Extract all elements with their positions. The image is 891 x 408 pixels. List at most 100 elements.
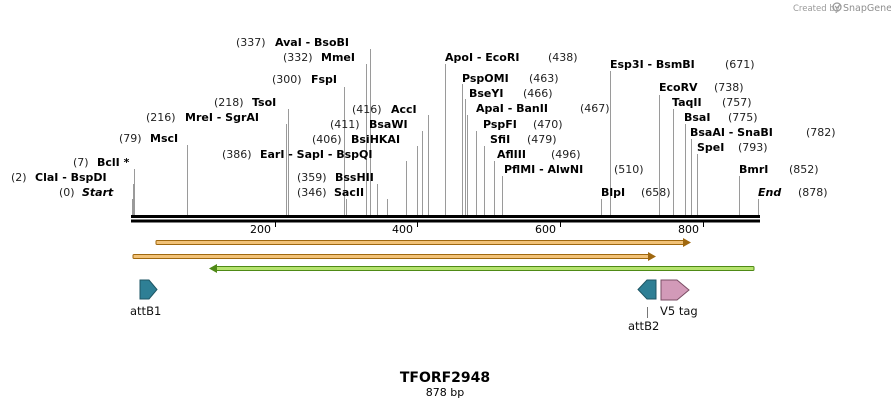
feature-attb1[interactable]: attB1 — [130, 279, 161, 318]
svg-text:MmeI: MmeI — [321, 51, 355, 64]
v5-tag-label: V5 tag — [660, 304, 698, 318]
svg-text:BseYI: BseYI — [469, 87, 503, 100]
svg-text:PflMI - AlwNI: PflMI - AlwNI — [504, 163, 583, 176]
orf-2-body — [132, 254, 650, 259]
svg-text:(438): (438) — [548, 51, 578, 64]
site-label-pspfi[interactable]: PspFI (470) — [483, 118, 563, 131]
feature-v5-tag[interactable]: V5 tag — [660, 279, 698, 318]
svg-text:Start: Start — [82, 186, 114, 199]
site-label-start[interactable]: (0) Start — [59, 186, 114, 199]
v5-tag-arrow-icon — [660, 279, 690, 301]
site-label-bsai[interactable]: BsaI (775) — [684, 111, 758, 124]
orf-arrow-3[interactable] — [209, 264, 755, 273]
svg-text:(0): (0) — [59, 186, 75, 199]
site-label-avai[interactable]: (337) AvaI - BsoBI — [236, 36, 349, 49]
site-label-fspi[interactable]: (300) FspI — [272, 73, 337, 86]
svg-text:(852): (852) — [789, 163, 819, 176]
site-label-sfii[interactable]: SfiI (479) — [490, 133, 557, 146]
tick-label-200: 200 — [250, 223, 271, 236]
svg-text:(466): (466) — [523, 87, 553, 100]
site-label-spei[interactable]: SpeI (793) — [697, 141, 768, 154]
map-title-block: TFORF2948 878 bp — [400, 370, 490, 399]
svg-text:(218): (218) — [214, 96, 244, 109]
svg-text:(479): (479) — [527, 133, 557, 146]
tick-label-600: 600 — [535, 223, 556, 236]
sequence-length: 878 bp — [426, 386, 464, 399]
tick-label-400: 400 — [392, 223, 413, 236]
snapgene-logo-icon — [832, 2, 842, 12]
svg-text:(359): (359) — [297, 171, 327, 184]
svg-text:EcoRV: EcoRV — [659, 81, 698, 94]
orf-3-body — [215, 266, 755, 271]
site-label-clai[interactable]: (2) ClaI - BspDI — [11, 171, 107, 184]
svg-text:End: End — [758, 186, 781, 199]
site-label-bseyi[interactable]: BseYI (466) — [469, 87, 553, 100]
orf-1-body — [155, 240, 685, 245]
svg-text:BsaWI: BsaWI — [369, 118, 408, 131]
credit-prefix: Created by — [793, 4, 840, 14]
site-label-tsoi[interactable]: (218) TsoI — [214, 96, 276, 109]
site-label-msci[interactable]: (79) MscI — [119, 132, 178, 145]
svg-text:(878): (878) — [798, 186, 828, 199]
svg-text:(79): (79) — [119, 132, 142, 145]
svg-text:BclI *: BclI * — [97, 156, 130, 169]
svg-text:BsiHKAI: BsiHKAI — [351, 133, 400, 146]
site-label-mmei[interactable]: (332) MmeI — [283, 51, 355, 64]
site-label-pspomi[interactable]: PspOMI (463) — [462, 72, 559, 85]
site-label-ecorv[interactable]: EcoRV (738) — [659, 81, 744, 94]
site-label-end[interactable]: End (878) — [758, 186, 828, 199]
svg-text:BssHII: BssHII — [335, 171, 374, 184]
site-label-pflmi[interactable]: PflMI - AlwNI (510) — [504, 163, 644, 176]
restriction-site-labels: (0) Start (2) ClaI - BspDI (7) BclI * (7… — [11, 36, 836, 199]
svg-text:AvaI - BsoBI: AvaI - BsoBI — [275, 36, 349, 49]
site-label-bsaai[interactable]: BsaAI - SnaBI (782) — [690, 126, 836, 139]
site-label-bcli[interactable]: (7) BclI * — [73, 156, 130, 169]
site-label-blpi[interactable]: BlpI (658) — [601, 186, 671, 199]
dna-backbone: 200 400 600 800 — [131, 215, 760, 236]
site-label-apoi[interactable]: ApoI - EcoRI (438) — [445, 51, 578, 64]
site-label-bsshii[interactable]: (359) BssHII — [297, 171, 374, 184]
svg-text:MreI - SgrAI: MreI - SgrAI — [185, 111, 259, 124]
site-label-sacii[interactable]: (346) SacII — [297, 186, 364, 199]
svg-text:(7): (7) — [73, 156, 89, 169]
svg-text:(658): (658) — [641, 186, 671, 199]
svg-text:(463): (463) — [529, 72, 559, 85]
site-label-taqii[interactable]: TaqII (757) — [672, 96, 752, 109]
site-label-mrei[interactable]: (216) MreI - SgrAI — [146, 111, 259, 124]
orf-arrow-1[interactable] — [155, 238, 691, 247]
svg-text:BlpI: BlpI — [601, 186, 625, 199]
svg-text:(411): (411) — [330, 118, 360, 131]
svg-text:ApoI - EcoRI: ApoI - EcoRI — [445, 51, 519, 64]
svg-text:FspI: FspI — [311, 73, 337, 86]
site-label-esp3i[interactable]: Esp3I - BsmBI (671) — [610, 58, 755, 71]
site-label-eari[interactable]: (386) EarI - SapI - BspQI — [222, 148, 372, 161]
svg-text:(332): (332) — [283, 51, 313, 64]
svg-text:(406): (406) — [312, 133, 342, 146]
svg-text:(386): (386) — [222, 148, 252, 161]
page-title: TFORF2948 — [400, 370, 490, 386]
svg-text:(467): (467) — [580, 102, 610, 115]
site-label-bmri[interactable]: BmrI (852) — [739, 163, 819, 176]
svg-text:(775): (775) — [728, 111, 758, 124]
site-label-acci[interactable]: (416) AccI — [352, 103, 417, 116]
site-label-bsihkai[interactable]: (406) BsiHKAI — [312, 133, 400, 146]
svg-text:(2): (2) — [11, 171, 27, 184]
orf-arrow-2[interactable] — [132, 252, 656, 261]
backbone-bottom-strand — [131, 219, 760, 223]
svg-text:TsoI: TsoI — [252, 96, 276, 109]
orf-2-arrowhead-icon — [648, 252, 656, 261]
svg-text:SacII: SacII — [334, 186, 364, 199]
svg-text:(782): (782) — [806, 126, 836, 139]
svg-text:EarI - SapI - BspQI: EarI - SapI - BspQI — [260, 148, 372, 161]
svg-text:PspOMI: PspOMI — [462, 72, 509, 85]
svg-text:AccI: AccI — [391, 103, 417, 116]
site-label-bsawi[interactable]: (411) BsaWI — [330, 118, 408, 131]
feature-attb2[interactable]: attB2 — [628, 279, 659, 333]
svg-text:(757): (757) — [722, 96, 752, 109]
svg-text:ClaI - BspDI: ClaI - BspDI — [35, 171, 107, 184]
svg-text:(510): (510) — [614, 163, 644, 176]
svg-text:SfiI: SfiI — [490, 133, 510, 146]
site-label-apai[interactable]: ApaI - BanII (467) — [476, 102, 610, 115]
site-label-afliii[interactable]: AflIII (496) — [497, 148, 581, 161]
